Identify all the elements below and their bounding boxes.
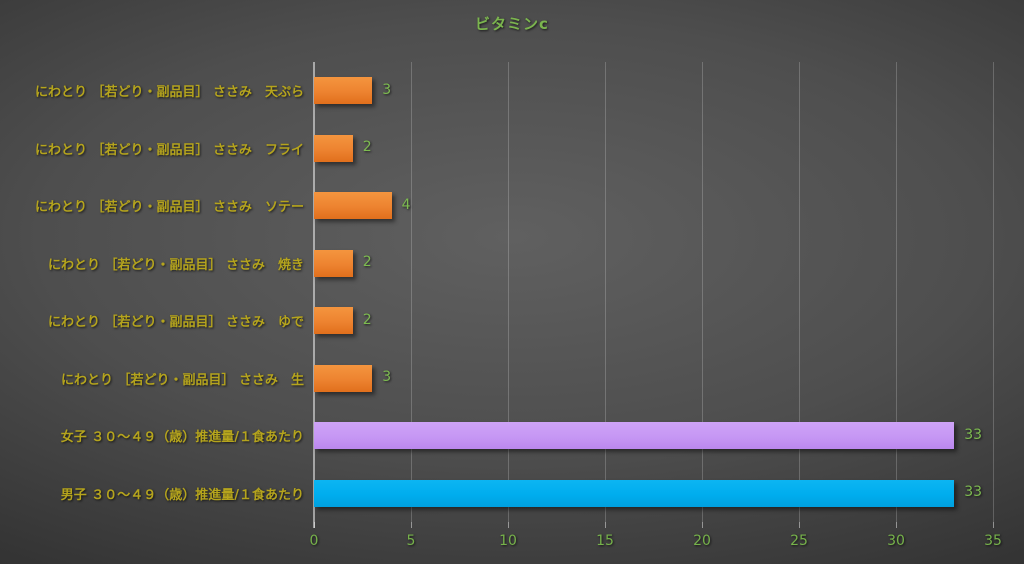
value-axis-line bbox=[313, 62, 315, 528]
bar-value-label: 3 bbox=[382, 369, 392, 386]
gridline bbox=[605, 62, 606, 522]
bar-row: 33 bbox=[314, 465, 993, 523]
x-tick-label: 15 bbox=[596, 533, 614, 549]
x-tick-label: 0 bbox=[309, 533, 319, 549]
bar-orange bbox=[314, 307, 353, 335]
gridline bbox=[993, 62, 994, 522]
category-label: にわとり ［若どり・副品目］ ささみ フライ bbox=[34, 142, 304, 158]
bar-row: 4 bbox=[314, 177, 993, 235]
x-tick-label: 5 bbox=[406, 533, 416, 549]
bar-value-label: 2 bbox=[362, 311, 372, 328]
gridline bbox=[896, 62, 897, 522]
category-axis: にわとり ［若どり・副品目］ ささみ 天ぷら にわとり ［若どり・副品目］ ささみ… bbox=[6, 62, 304, 522]
category-label: にわとり ［若どり・副品目］ ささみ ソテー bbox=[34, 200, 304, 216]
gridline bbox=[799, 62, 800, 522]
category-label: にわとり ［若どり・副品目］ ささみ 生 bbox=[60, 372, 304, 388]
x-tick-label: 25 bbox=[790, 533, 808, 549]
category-label: にわとり ［若どり・副品目］ ささみ ゆで bbox=[47, 315, 304, 331]
bar-row: 33 bbox=[314, 407, 993, 465]
category-label: にわとり ［若どり・副品目］ ささみ 天ぷら bbox=[34, 85, 304, 101]
axis-tick-mark bbox=[702, 522, 703, 528]
gridline bbox=[702, 62, 703, 522]
axis-tick-mark bbox=[605, 522, 606, 528]
chart-title: ビタミンc bbox=[475, 15, 549, 33]
bar-value-label: 2 bbox=[362, 139, 372, 156]
bar-row: 2 bbox=[314, 120, 993, 178]
gridline bbox=[508, 62, 509, 522]
bar-purple bbox=[314, 422, 955, 450]
bar-orange bbox=[314, 364, 373, 392]
bar-orange bbox=[314, 249, 353, 277]
x-tick-label: 35 bbox=[984, 533, 1002, 549]
bar-orange bbox=[314, 77, 373, 105]
value-axis-labels: 0 5 10 15 20 25 30 35 bbox=[310, 533, 1002, 553]
category-label: 女子 ３０～４９（歳）推進量/１食あたり bbox=[60, 430, 304, 446]
plot-area: 3 2 4 2 2 3 33 33 bbox=[313, 62, 994, 528]
bar-orange bbox=[314, 134, 353, 162]
bar-value-label: 33 bbox=[964, 484, 983, 501]
x-tick-label: 10 bbox=[499, 533, 517, 549]
bar-blue bbox=[314, 479, 955, 507]
bar-value-label: 2 bbox=[362, 254, 372, 271]
bar-value-label: 4 bbox=[401, 196, 411, 213]
axis-tick-mark bbox=[896, 522, 897, 528]
bar-row: 2 bbox=[314, 235, 993, 293]
bar-value-label: 3 bbox=[382, 81, 392, 98]
category-label: 男子 ３０～４９（歳）推進量/１食あたり bbox=[60, 487, 304, 503]
gridline bbox=[411, 62, 412, 522]
bar-row: 2 bbox=[314, 292, 993, 350]
bar-row: 3 bbox=[314, 350, 993, 408]
bar-row: 3 bbox=[314, 62, 993, 120]
bars-container: 3 2 4 2 2 3 33 33 bbox=[314, 62, 993, 522]
axis-tick-mark bbox=[508, 522, 509, 528]
x-tick-label: 30 bbox=[887, 533, 905, 549]
axis-tick-mark bbox=[411, 522, 412, 528]
axis-tick-mark bbox=[993, 522, 994, 528]
category-label: にわとり ［若どり・副品目］ ささみ 焼き bbox=[47, 257, 304, 273]
axis-tick-mark bbox=[799, 522, 800, 528]
x-tick-label: 20 bbox=[693, 533, 711, 549]
bar-orange bbox=[314, 192, 392, 220]
bar-value-label: 33 bbox=[964, 426, 983, 443]
